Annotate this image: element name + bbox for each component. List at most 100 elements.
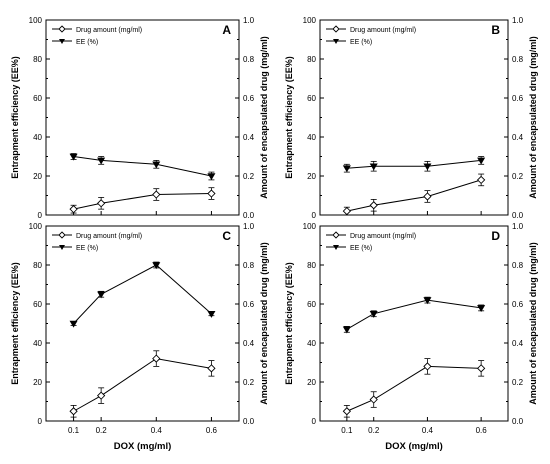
data-point bbox=[207, 189, 216, 198]
legend-marker bbox=[333, 39, 339, 44]
x-tick-label: 0.4 bbox=[151, 426, 163, 435]
legend-marker bbox=[333, 245, 339, 250]
series-line bbox=[73, 358, 212, 412]
data-point bbox=[69, 153, 78, 161]
y2-axis-label: Amount of encapsulated drug (mg/ml) bbox=[528, 36, 538, 199]
legend-label: EE (%) bbox=[350, 39, 372, 46]
left-tick-label: 20 bbox=[33, 378, 42, 387]
legend-label: Drug amount (mg/ml) bbox=[76, 27, 142, 34]
right-tick-label: 0.4 bbox=[243, 133, 255, 142]
left-tick-label: 60 bbox=[307, 94, 316, 103]
series-drug-amount bbox=[342, 358, 486, 418]
legend-label: Drug amount (mg/ml) bbox=[350, 233, 416, 240]
right-tick-label: 0.8 bbox=[512, 261, 524, 270]
data-point bbox=[342, 206, 351, 216]
data-point bbox=[97, 199, 106, 208]
data-point bbox=[342, 407, 351, 416]
left-tick-label: 60 bbox=[307, 300, 316, 309]
right-tick-label: 0.8 bbox=[243, 55, 255, 64]
x-tick-label: 0.6 bbox=[476, 426, 488, 435]
panel-label: A bbox=[222, 23, 231, 37]
left-tick-label: 80 bbox=[33, 261, 42, 270]
x-tick-label: 0.6 bbox=[206, 426, 218, 435]
left-tick-label: 100 bbox=[29, 222, 43, 231]
right-tick-label: 0.8 bbox=[512, 55, 524, 64]
left-tick-label: 40 bbox=[307, 133, 316, 142]
plot-frame bbox=[45, 19, 240, 216]
y-axis-label: Entrapment efficiency (EE%) bbox=[284, 56, 294, 179]
legend-label: EE (%) bbox=[76, 39, 98, 46]
data-point bbox=[97, 157, 106, 165]
left-tick-label: 40 bbox=[33, 133, 42, 142]
left-tick-label: 0 bbox=[312, 211, 317, 220]
series-line bbox=[346, 299, 482, 330]
y2-axis-label: Amount of encapsulated drug (mg/ml) bbox=[259, 242, 269, 405]
panel-label: C bbox=[222, 229, 231, 243]
left-tick-label: 100 bbox=[303, 222, 317, 231]
data-point bbox=[152, 161, 161, 169]
series-ee bbox=[342, 156, 486, 173]
data-point bbox=[207, 364, 216, 373]
legend: Drug amount (mg/ml) EE (%) bbox=[52, 231, 142, 252]
y-axis-label: Entrapment efficiency (EE%) bbox=[10, 56, 20, 179]
data-point bbox=[97, 391, 106, 400]
x-tick-label: 0.1 bbox=[68, 426, 80, 435]
series-line bbox=[73, 156, 212, 177]
left-tick-label: 20 bbox=[307, 172, 316, 181]
chart-panel-c: 0 20 40 60 80 100 0.0 0.2 0.4 0.6 0.8 1.0 0.1 0.2 0.4 0… bbox=[10, 222, 269, 452]
x-tick-label: 0.2 bbox=[96, 426, 108, 435]
legend-marker bbox=[58, 231, 66, 239]
left-tick-label: 60 bbox=[33, 300, 42, 309]
left-tick-label: 80 bbox=[307, 55, 316, 64]
data-point bbox=[207, 310, 216, 318]
legend: Drug amount (mg/ml) EE (%) bbox=[52, 25, 142, 46]
y-axis-label: Entrapment efficiency (EE%) bbox=[10, 262, 20, 385]
left-tick-label: 20 bbox=[33, 172, 42, 181]
left-tick-label: 100 bbox=[29, 16, 43, 25]
right-tick-label: 1.0 bbox=[512, 222, 524, 231]
data-point bbox=[152, 262, 161, 270]
series-drug-amount bbox=[69, 350, 216, 418]
right-tick-label: 0.4 bbox=[512, 339, 524, 348]
data-point bbox=[69, 205, 78, 214]
left-tick-label: 0 bbox=[38, 211, 43, 220]
data-point bbox=[369, 395, 378, 404]
right-tick-label: 0.6 bbox=[243, 94, 255, 103]
left-tick-label: 20 bbox=[307, 378, 316, 387]
left-tick-label: 80 bbox=[33, 55, 42, 64]
chart-panel-d: 0 20 40 60 80 100 0.0 0.2 0.4 0.6 0.8 1.0 0.1 0.2 0.4 0… bbox=[284, 222, 538, 452]
right-tick-label: 0.0 bbox=[512, 211, 524, 220]
left-tick-label: 0 bbox=[38, 417, 43, 426]
y-axis-label: Entrapment efficiency (EE%) bbox=[284, 262, 294, 385]
legend-marker bbox=[59, 245, 65, 250]
right-tick-label: 0.2 bbox=[243, 172, 255, 181]
right-tick-label: 0.2 bbox=[512, 172, 524, 181]
series-line bbox=[346, 365, 482, 412]
right-tick-label: 0.2 bbox=[512, 378, 524, 387]
legend-marker bbox=[332, 231, 340, 239]
legend-marker bbox=[58, 25, 66, 33]
legend-label: Drug amount (mg/ml) bbox=[350, 27, 416, 34]
data-point bbox=[477, 305, 486, 312]
chart-panel-b: 0 20 40 60 80 100 0.0 0.2 0.4 0.6 0.8 1.0 Entrapment… bbox=[284, 16, 538, 220]
series-ee bbox=[69, 153, 216, 181]
right-tick-label: 0.8 bbox=[243, 261, 255, 270]
data-point bbox=[69, 407, 78, 416]
right-tick-label: 0.4 bbox=[243, 339, 255, 348]
x-axis-label: DOX (mg/ml) bbox=[385, 441, 443, 452]
data-point bbox=[423, 362, 432, 371]
data-point bbox=[152, 190, 161, 199]
right-tick-label: 1.0 bbox=[243, 16, 255, 25]
y2-axis-label: Amount of encapsulated drug (mg/ml) bbox=[528, 242, 538, 405]
right-tick-label: 0.6 bbox=[243, 300, 255, 309]
left-tick-label: 0 bbox=[312, 417, 317, 426]
right-tick-label: 0.0 bbox=[243, 211, 255, 220]
legend: Drug amount (mg/ml) EE (%) bbox=[326, 25, 416, 46]
data-point bbox=[477, 157, 486, 165]
x-tick-label: 0.2 bbox=[368, 426, 380, 435]
data-point bbox=[477, 175, 486, 185]
legend-label: EE (%) bbox=[76, 245, 98, 252]
x-axis-label: DOX (mg/ml) bbox=[114, 441, 172, 452]
